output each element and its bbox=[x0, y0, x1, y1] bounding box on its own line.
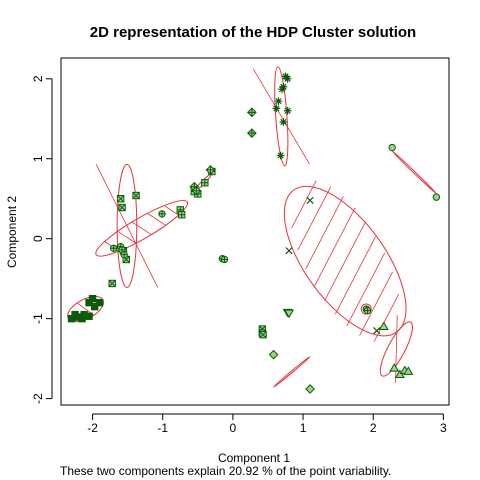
x-tick-label: -2 bbox=[87, 421, 98, 435]
ellipse-hatch bbox=[117, 230, 136, 244]
data-point bbox=[283, 106, 292, 115]
ellipse-hatch bbox=[346, 252, 386, 327]
data-point bbox=[177, 211, 186, 219]
data-point bbox=[279, 118, 288, 126]
y-axis-label: Component 2 bbox=[5, 196, 19, 268]
ellipse-hatch bbox=[334, 236, 377, 315]
ellipse-hatch bbox=[131, 221, 152, 236]
data-point bbox=[432, 193, 441, 201]
cluster-ellipse bbox=[379, 315, 413, 384]
ellipse-outline bbox=[391, 150, 437, 195]
ellipse-outline bbox=[95, 199, 189, 257]
data-point bbox=[389, 363, 400, 372]
ellipse-hatch bbox=[305, 196, 344, 270]
ellipse-outline bbox=[273, 355, 311, 388]
cluster-ellipse bbox=[252, 66, 310, 167]
ellipse-hatch bbox=[95, 164, 159, 288]
chart-title: 2D representation of the HDP Cluster sol… bbox=[90, 24, 416, 41]
y-tick-label: -2 bbox=[31, 393, 45, 404]
data-point bbox=[285, 247, 293, 255]
y-tick-label: -1 bbox=[31, 313, 45, 324]
y-tick-label: 2 bbox=[31, 75, 45, 82]
data-point bbox=[278, 85, 286, 94]
ellipse-hatch bbox=[359, 271, 393, 336]
data-point bbox=[388, 143, 396, 152]
data-point bbox=[132, 191, 140, 200]
ellipse-hatch bbox=[395, 315, 398, 384]
data-point bbox=[272, 104, 281, 113]
ellipse-hatch bbox=[373, 293, 400, 342]
data-point bbox=[283, 74, 292, 83]
data-point bbox=[378, 321, 389, 331]
data-point bbox=[220, 255, 229, 264]
data-point bbox=[268, 349, 279, 360]
data-points bbox=[67, 72, 441, 394]
data-point bbox=[120, 250, 128, 259]
data-point bbox=[95, 298, 104, 307]
data-point bbox=[191, 185, 202, 196]
ellipse-hatch bbox=[297, 186, 332, 251]
y-tick-label: 1 bbox=[31, 155, 45, 162]
ellipse-outline bbox=[274, 66, 289, 167]
y-tick-label: 0 bbox=[31, 235, 45, 242]
data-point bbox=[85, 298, 93, 307]
ellipse-hatch bbox=[314, 207, 356, 286]
cluster-ellipse bbox=[95, 199, 189, 257]
data-point bbox=[306, 196, 314, 204]
ellipse-outline bbox=[379, 321, 413, 377]
x-tick-label: 2 bbox=[370, 421, 377, 435]
data-point bbox=[108, 279, 116, 288]
cluster-ellipse bbox=[283, 180, 407, 342]
data-point bbox=[246, 107, 257, 118]
x-tick-label: 0 bbox=[230, 421, 237, 435]
data-point bbox=[118, 203, 126, 212]
data-point bbox=[85, 312, 93, 320]
data-point bbox=[373, 327, 381, 335]
data-point bbox=[109, 244, 118, 252]
ellipse-hatch bbox=[164, 205, 180, 216]
x-axis: -2 -1 0 1 2 3 bbox=[87, 413, 447, 435]
data-point bbox=[274, 97, 283, 106]
cluster-ellipse bbox=[95, 163, 159, 288]
data-point bbox=[90, 302, 99, 311]
ellipse-hatch bbox=[147, 213, 167, 226]
variance-caption: These two components explain 20.92 % of … bbox=[60, 464, 391, 478]
ellipse-hatch bbox=[324, 221, 367, 301]
x-tick-label: 1 bbox=[300, 421, 307, 435]
ellipse-hatch bbox=[291, 180, 317, 229]
y-axis: -2 -1 0 1 2 bbox=[31, 75, 53, 404]
data-point bbox=[201, 179, 209, 187]
ellipse-hatch bbox=[252, 68, 310, 165]
data-point bbox=[116, 195, 125, 203]
data-point bbox=[246, 128, 257, 139]
data-point bbox=[403, 366, 414, 375]
data-point bbox=[305, 384, 315, 394]
data-point bbox=[283, 309, 295, 319]
x-tick-label: 3 bbox=[440, 421, 447, 435]
x-tick-label: -1 bbox=[157, 421, 168, 435]
ellipse-outline bbox=[116, 163, 138, 288]
data-point bbox=[363, 306, 372, 315]
data-point bbox=[259, 330, 267, 339]
data-point bbox=[158, 210, 166, 218]
cluster-ellipse bbox=[273, 355, 311, 388]
cluster-ellipse bbox=[391, 150, 437, 195]
x-axis-label: Component 1 bbox=[218, 451, 290, 465]
plot-area-frame bbox=[60, 57, 450, 406]
data-point bbox=[205, 165, 216, 175]
data-point bbox=[276, 151, 285, 160]
data-point bbox=[279, 82, 288, 91]
